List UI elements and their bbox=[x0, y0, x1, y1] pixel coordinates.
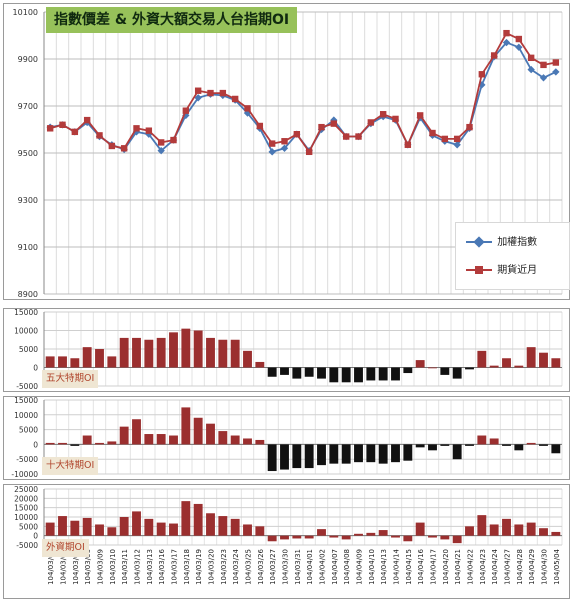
bar-panel-title-top10: 十大特期OI bbox=[42, 457, 99, 475]
legend-item-index: 加權指數 bbox=[464, 235, 537, 251]
bar-panel-title-top5: 五大特期OI bbox=[42, 370, 99, 388]
legend-item-futures: 期貨近月 bbox=[464, 263, 537, 279]
legend: 加權指數 期貨近月 bbox=[455, 222, 570, 290]
bar-panel-title-foreign: 外資期OI bbox=[42, 539, 89, 557]
legend-label-index: 加權指數 bbox=[497, 237, 538, 248]
legend-swatch-index bbox=[466, 236, 492, 248]
legend-label-futures: 期貨近月 bbox=[497, 265, 538, 276]
chart-title: 指數價差 & 外資大額交易人台指期OI bbox=[46, 7, 298, 33]
legend-swatch-futures bbox=[466, 266, 492, 274]
